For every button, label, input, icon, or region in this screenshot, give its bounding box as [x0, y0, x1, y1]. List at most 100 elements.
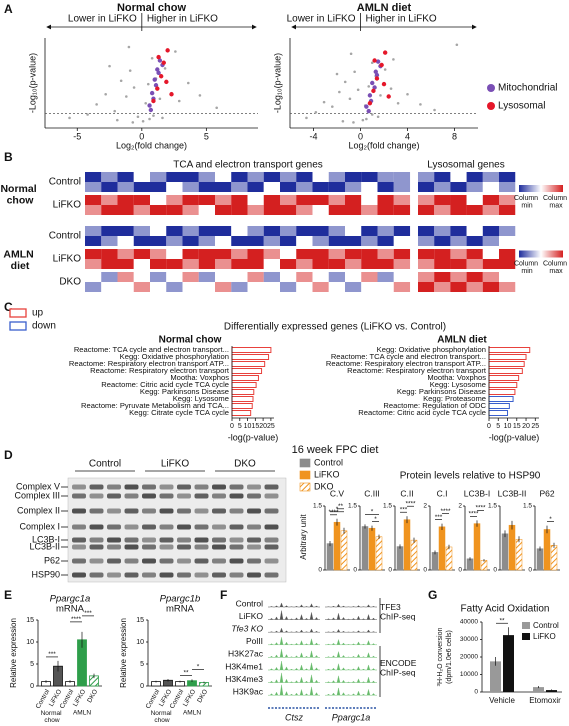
y-tick-label: 1.5: [313, 503, 322, 510]
heatmap-cell: [247, 236, 264, 246]
track-signal: [325, 629, 377, 633]
band: [177, 493, 191, 499]
heatmap-cell: [418, 272, 435, 282]
bar: [403, 519, 411, 571]
bar: [488, 382, 518, 388]
heatmap-cell: [85, 236, 102, 246]
band: [177, 544, 191, 550]
heatmap-cell: [450, 172, 467, 182]
heatmap-cell: [312, 282, 329, 292]
gene-point: [158, 97, 162, 101]
bar: [231, 375, 259, 381]
gene-point: [352, 121, 355, 124]
gene-point: [322, 100, 326, 104]
band: [124, 558, 139, 564]
heatmap-cell: [231, 249, 248, 259]
heatmap-cell: [182, 195, 199, 205]
heatmap-cell: [280, 272, 297, 282]
category-label: Control: [145, 688, 162, 710]
heatmap-cell: [296, 205, 313, 215]
heatmap-cell: [280, 182, 297, 192]
heatmap-cell: [499, 259, 516, 269]
gene-point: [341, 119, 345, 123]
panel-letter: E: [4, 588, 12, 602]
heatmap-cell: [85, 195, 102, 205]
group-label: AMLN: [73, 710, 91, 717]
legend-swatch: [299, 482, 311, 492]
gene-point: [364, 104, 369, 109]
panel-letter: B: [4, 150, 13, 164]
row-label: LiFKO: [53, 200, 82, 211]
x-tick-label: 15: [251, 423, 259, 430]
heatmap-cell: [85, 249, 102, 259]
gene-point: [331, 105, 334, 108]
chart-title: Normal chow: [159, 335, 222, 346]
band: [142, 524, 156, 530]
gene-point: [372, 85, 377, 90]
band: [264, 493, 279, 499]
heatmap-cell: [263, 172, 281, 182]
heatmap-cell: [499, 205, 516, 215]
band: [124, 493, 139, 499]
gene-point: [374, 72, 380, 78]
category-label: Mootha: Voxphos: [427, 373, 486, 382]
heatmap-cell: [361, 205, 378, 215]
band: [159, 537, 174, 543]
gene-point: [367, 85, 371, 88]
heatmap-cell: [166, 195, 183, 205]
track-signal: [268, 649, 320, 658]
heatmap-cell: [85, 182, 102, 192]
heatmap-cell: [133, 172, 151, 182]
category-label: Kegg: Lysosome: [173, 394, 229, 403]
gene-point: [366, 108, 371, 114]
band: [159, 484, 174, 490]
gene-point: [343, 80, 347, 84]
x-tick-label: 15: [513, 423, 521, 430]
heatmap-cell: [418, 236, 435, 246]
gene-point: [153, 83, 159, 88]
heatmap-cell: [312, 259, 329, 269]
heatmap-cell: [393, 259, 411, 269]
band: [247, 537, 261, 543]
band: [107, 508, 121, 514]
heatmap-cell: [263, 195, 281, 205]
gene-point: [128, 69, 132, 72]
gene-point: [136, 115, 140, 119]
heatmap-cell: [450, 195, 467, 205]
legend-label: Column min: [514, 195, 540, 210]
band: [247, 493, 261, 499]
heatmap-cell: [434, 195, 451, 205]
bar: [333, 521, 341, 571]
heatmap-cell: [482, 182, 500, 192]
row-label: Control: [49, 177, 81, 188]
category-label: Kegg: Oxidative phosphorylation: [377, 345, 486, 354]
text-line: Normal: [0, 183, 39, 195]
x-tick-label: 5: [496, 423, 500, 430]
heatmap-cell: [182, 182, 199, 192]
category-label: Vehicle: [489, 696, 515, 705]
bar: [488, 410, 509, 416]
heatmap-cell: [328, 195, 346, 205]
gene-point: [335, 72, 339, 76]
bar: [488, 403, 510, 409]
heatmap-cell: [117, 282, 134, 292]
heatmap-cell: [85, 172, 102, 182]
track-label: H3K9ac: [233, 686, 264, 696]
band: [229, 524, 244, 530]
y-tick-label: 40000: [460, 619, 478, 626]
bar: [488, 375, 520, 381]
category-label: LiFKO: [182, 688, 197, 707]
y-tick-label: 10000: [460, 671, 478, 678]
text-line: Normal: [151, 710, 174, 717]
track-label: PolII: [246, 636, 263, 646]
heatmap-cell: [345, 272, 362, 282]
text-line: max: [549, 203, 563, 210]
legend-gradient: [519, 185, 563, 192]
band: [194, 558, 209, 564]
heatmap-cell: [361, 249, 378, 259]
band: [159, 572, 174, 578]
band: [247, 558, 261, 564]
gene-point: [156, 54, 161, 60]
band: [107, 484, 121, 490]
heatmap-cell: [377, 272, 394, 282]
